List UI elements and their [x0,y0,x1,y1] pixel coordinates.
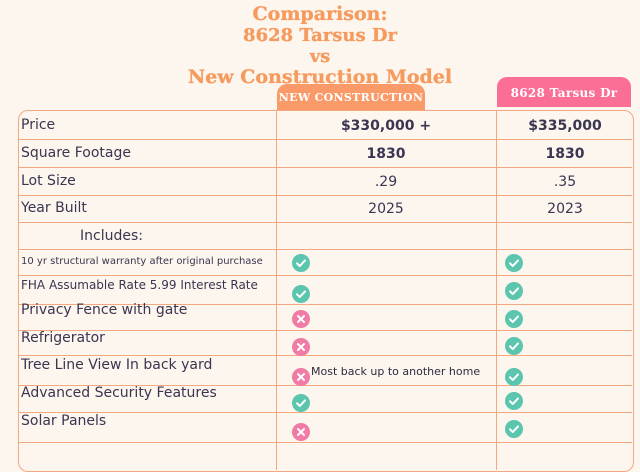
check-icon [292,394,310,412]
header-tarsus: 8628 Tarsus Dr [497,77,631,107]
column-divider [276,110,277,470]
label-lot-size: Lot Size [21,173,76,189]
title-line-2: 8628 Tarsus Dr [243,25,397,46]
row-divider [19,249,632,250]
check-icon [505,337,523,355]
row-divider [19,385,632,386]
row-divider [19,195,632,196]
check-icon [292,254,310,272]
row-divider [19,412,632,413]
x-icon [292,368,310,386]
row-divider [19,442,632,443]
row-divider [19,330,632,331]
label-refrigerator: Refrigerator [21,330,105,346]
page-title: Comparison: 8628 Tarsus Dr vs New Constr… [0,4,640,88]
label-includes: Includes: [80,228,143,244]
row-divider [19,275,632,276]
label-year-built: Year Built [21,200,87,216]
check-icon [505,282,523,300]
title-line-1: Comparison: [252,3,388,25]
label-warranty: 10 yr structural warranty after original… [21,256,263,267]
value-year-tarsus: 2023 [547,201,583,217]
x-icon [292,423,310,441]
row-divider [19,167,632,168]
check-icon [292,285,310,303]
label-privacy-fence: Privacy Fence with gate [21,302,188,318]
row-divider [19,222,632,223]
label-solar: Solar Panels [21,413,107,429]
value-lot-new: .29 [374,174,398,190]
check-icon [505,368,523,386]
label-tree-line: Tree Line View In back yard [21,357,213,373]
row-divider [19,304,632,305]
value-year-new: 2025 [368,201,404,217]
x-icon [292,310,310,328]
label-security: Advanced Security Features [21,385,217,401]
tree-line-note: Most back up to another home [311,365,481,378]
value-price-tarsus: $335,000 [528,118,602,134]
check-icon [505,254,523,272]
value-sqft-new: 1830 [366,146,406,162]
label-fha: FHA Assumable Rate 5.99 Interest Rate [21,278,258,292]
value-lot-tarsus: .35 [553,174,577,190]
column-divider [496,110,497,470]
check-icon [505,420,523,438]
row-divider [19,139,632,140]
value-sqft-tarsus: 1830 [545,146,585,162]
check-icon [505,392,523,410]
check-icon [505,310,523,328]
title-line-3: vs [309,46,331,67]
label-square-footage: Square Footage [21,145,131,161]
label-price: Price [21,117,56,133]
value-price-new: $330,000 + [340,118,432,134]
row-divider [19,355,632,356]
header-new-construction: NEW CONSTRUCTION [277,84,425,110]
title-line-4: New Construction Model [187,66,453,88]
x-icon [292,338,310,356]
